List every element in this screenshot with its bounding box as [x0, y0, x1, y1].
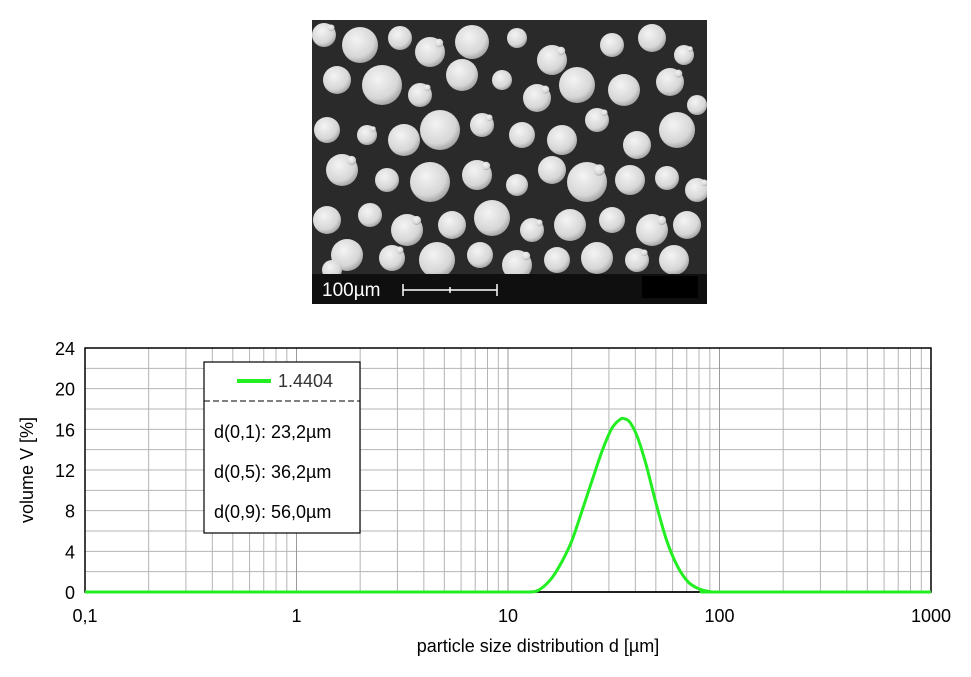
particle — [506, 174, 528, 196]
satellite-particle — [674, 69, 683, 78]
series-line — [85, 416, 931, 594]
satellite-particle — [521, 251, 531, 261]
x-tick-label: 10 — [498, 606, 518, 626]
particle — [547, 125, 577, 155]
scale-bar-label: 100µm — [322, 280, 380, 301]
y-tick-label: 20 — [55, 380, 75, 400]
particle — [388, 26, 412, 50]
y-tick-label: 4 — [65, 542, 75, 562]
particle — [608, 74, 640, 106]
y-tick-label: 8 — [65, 502, 75, 522]
satellite-particle — [396, 246, 404, 254]
particle — [492, 70, 512, 90]
satellite-particle — [370, 126, 376, 132]
particle — [509, 122, 535, 148]
label-block — [642, 276, 698, 298]
particle — [438, 211, 466, 239]
satellite-particle — [640, 249, 648, 257]
particle — [314, 117, 340, 143]
legend-entry: 1.4404 — [278, 371, 333, 391]
particle — [474, 200, 510, 236]
satellite-particle — [657, 215, 667, 225]
particle — [446, 59, 478, 91]
particle — [599, 207, 625, 233]
particle — [673, 211, 701, 239]
satellite-particle — [481, 161, 491, 171]
particle — [581, 242, 613, 274]
x-tick-label: 1 — [291, 606, 301, 626]
x-tick-label: 1000 — [911, 606, 951, 626]
particle — [455, 25, 489, 59]
x-axis-ticks: 0,1 1 10 100 1000 — [72, 606, 951, 626]
y-axis-ticks: 0 4 8 12 16 20 24 — [55, 339, 75, 603]
particle — [342, 27, 378, 63]
particle — [655, 166, 679, 190]
y-tick-label: 24 — [55, 339, 75, 359]
particle — [600, 33, 624, 57]
satellite-particle — [556, 46, 566, 56]
particle — [358, 203, 382, 227]
particle — [362, 65, 402, 105]
particle — [687, 95, 707, 115]
particle — [623, 131, 651, 159]
chart-series — [85, 416, 931, 594]
particle — [323, 66, 351, 94]
satellite-particle — [423, 84, 431, 92]
satellite-particle — [593, 164, 605, 176]
y-tick-label: 12 — [55, 461, 75, 481]
satellite-particle — [327, 24, 335, 32]
particle — [554, 209, 586, 241]
annotation-d01: d(0,1): 23,2µm — [214, 422, 331, 442]
satellite-particle — [485, 114, 493, 122]
particle-group — [312, 23, 707, 280]
particle — [410, 162, 450, 202]
particle — [388, 124, 420, 156]
particle — [420, 110, 460, 150]
annotation-d05: d(0,5): 36,2µm — [214, 462, 331, 482]
annotation-d09: d(0,9): 56,0µm — [214, 502, 331, 522]
satellite-particle — [600, 109, 608, 117]
x-axis-label: particle size distribution d [µm] — [417, 636, 659, 656]
particle — [659, 112, 695, 148]
x-tick-label: 100 — [704, 606, 734, 626]
particle — [559, 67, 595, 103]
legend-box — [203, 361, 361, 534]
x-tick-label: 0,1 — [72, 606, 97, 626]
satellite-particle — [347, 155, 357, 165]
satellite-particle — [434, 38, 444, 48]
y-axis-label: volume V [%] — [17, 417, 37, 523]
y-tick-label: 16 — [55, 420, 75, 440]
legend: 1.4404 d(0,1): 23,2µm d(0,5): 36,2µm d(0… — [203, 361, 361, 534]
satellite-particle — [700, 179, 707, 187]
scale-bar — [402, 284, 498, 296]
particle — [467, 242, 493, 268]
particle — [313, 206, 341, 234]
particle — [659, 245, 689, 275]
satellite-particle — [535, 219, 543, 227]
satellite-particle — [412, 215, 422, 225]
particle-size-chart: 0 4 8 12 16 20 24 0,1 1 10 100 1000 particle size … — [17, 339, 951, 656]
scale-bar-strip — [312, 274, 707, 304]
particle — [538, 156, 566, 184]
sem-micrograph: 100µm — [312, 20, 707, 304]
particle — [375, 168, 399, 192]
particle — [419, 242, 455, 278]
satellite-particle — [687, 46, 693, 52]
satellite-particle — [541, 85, 550, 94]
particle — [544, 247, 570, 273]
y-tick-label: 0 — [65, 583, 75, 603]
particle — [638, 24, 666, 52]
particle — [615, 165, 645, 195]
particle — [507, 28, 527, 48]
